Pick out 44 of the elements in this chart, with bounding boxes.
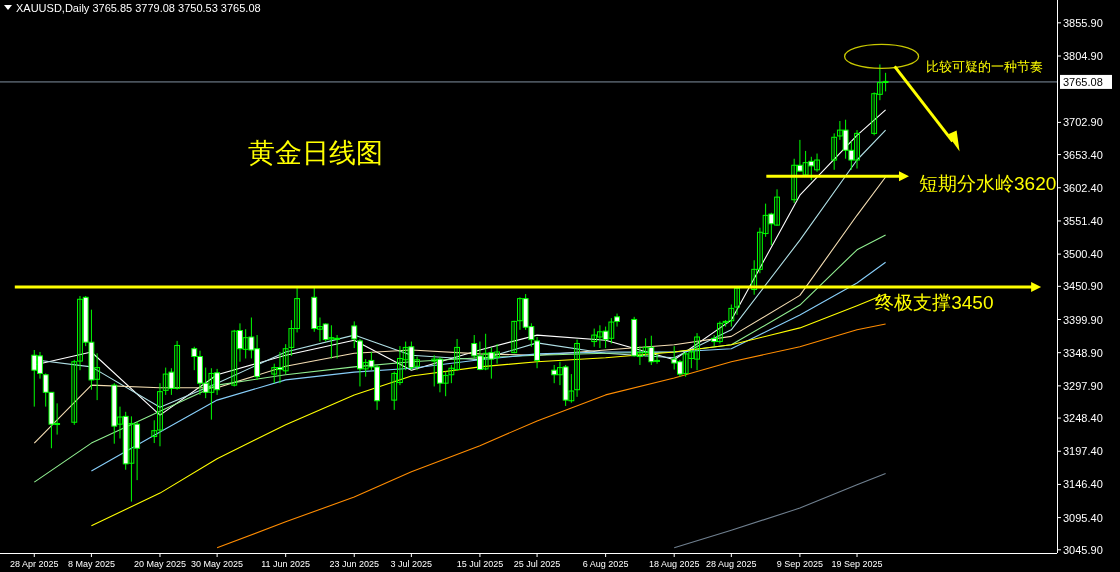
x-tick-label: 18 Aug 2025 [648, 559, 700, 569]
y-tick-label: 3804.90 [1063, 50, 1103, 63]
y-tick-label: 3297.90 [1063, 379, 1103, 392]
candlestick [734, 285, 740, 316]
x-tick-label: 9 Sep 2025 [776, 559, 823, 569]
y-tick-label: 3602.40 [1063, 181, 1103, 194]
y-tick-label: 3045.90 [1063, 543, 1103, 556]
y-tick-label: 3348.90 [1063, 346, 1103, 359]
x-tick-label: 6 Aug 2025 [582, 559, 629, 569]
y-tick-label: 3450.90 [1063, 280, 1103, 293]
ref-line-label: 终极支撑3450 [875, 291, 994, 313]
x-tick-label: 8 May 2025 [67, 559, 115, 569]
y-tick-label: 3500.40 [1063, 248, 1103, 261]
y-tick-label: 3248.40 [1063, 412, 1103, 425]
x-tick-label: 30 May 2025 [191, 559, 244, 569]
ref-line-label: 3765.08 [1063, 75, 1103, 88]
y-tick-label: 3702.90 [1063, 116, 1103, 129]
y-tick-label: 3146.40 [1063, 478, 1103, 491]
x-tick-label: 11 Jun 2025 [261, 559, 311, 569]
candlestick [511, 320, 518, 354]
y-tick-label: 3653.40 [1063, 148, 1103, 161]
candlestick [534, 336, 540, 369]
candlestick [831, 132, 838, 171]
annotation: 比较可疑的一种节奏 [925, 59, 1043, 75]
x-tick-label: 3 Jul 2025 [390, 559, 433, 569]
y-tick-label: 3095.40 [1063, 511, 1103, 524]
line-series [216, 323, 887, 549]
y-tick-label: 3855.90 [1063, 16, 1103, 29]
y-tick-label: 3399.90 [1063, 313, 1103, 326]
y-tick-label: 3197.40 [1063, 445, 1103, 458]
candlestick [574, 339, 580, 398]
x-tick-label: 28 Aug 2025 [706, 559, 757, 569]
x-tick-label: 23 Jun 2025 [329, 559, 380, 569]
candlestick [351, 320, 358, 349]
x-tick-label: 15 Jul 2025 [456, 559, 504, 569]
y-tick-label: 3551.40 [1063, 214, 1103, 227]
x-tick-label: 20 May 2025 [133, 559, 186, 569]
line-series [673, 473, 887, 549]
x-tick-label: 19 Sep 2025 [831, 559, 883, 569]
x-tick-label: 25 Jul 2025 [513, 559, 561, 569]
x-tick-label: 28 Apr 2025 [10, 559, 59, 569]
text: 黄金日线图 [248, 138, 383, 168]
chart-title: XAUUSD,Daily 3765.85 3779.08 3750.53 3765.08 [16, 2, 261, 14]
ref-line-label: 短期分水岭3620 [919, 173, 1057, 195]
